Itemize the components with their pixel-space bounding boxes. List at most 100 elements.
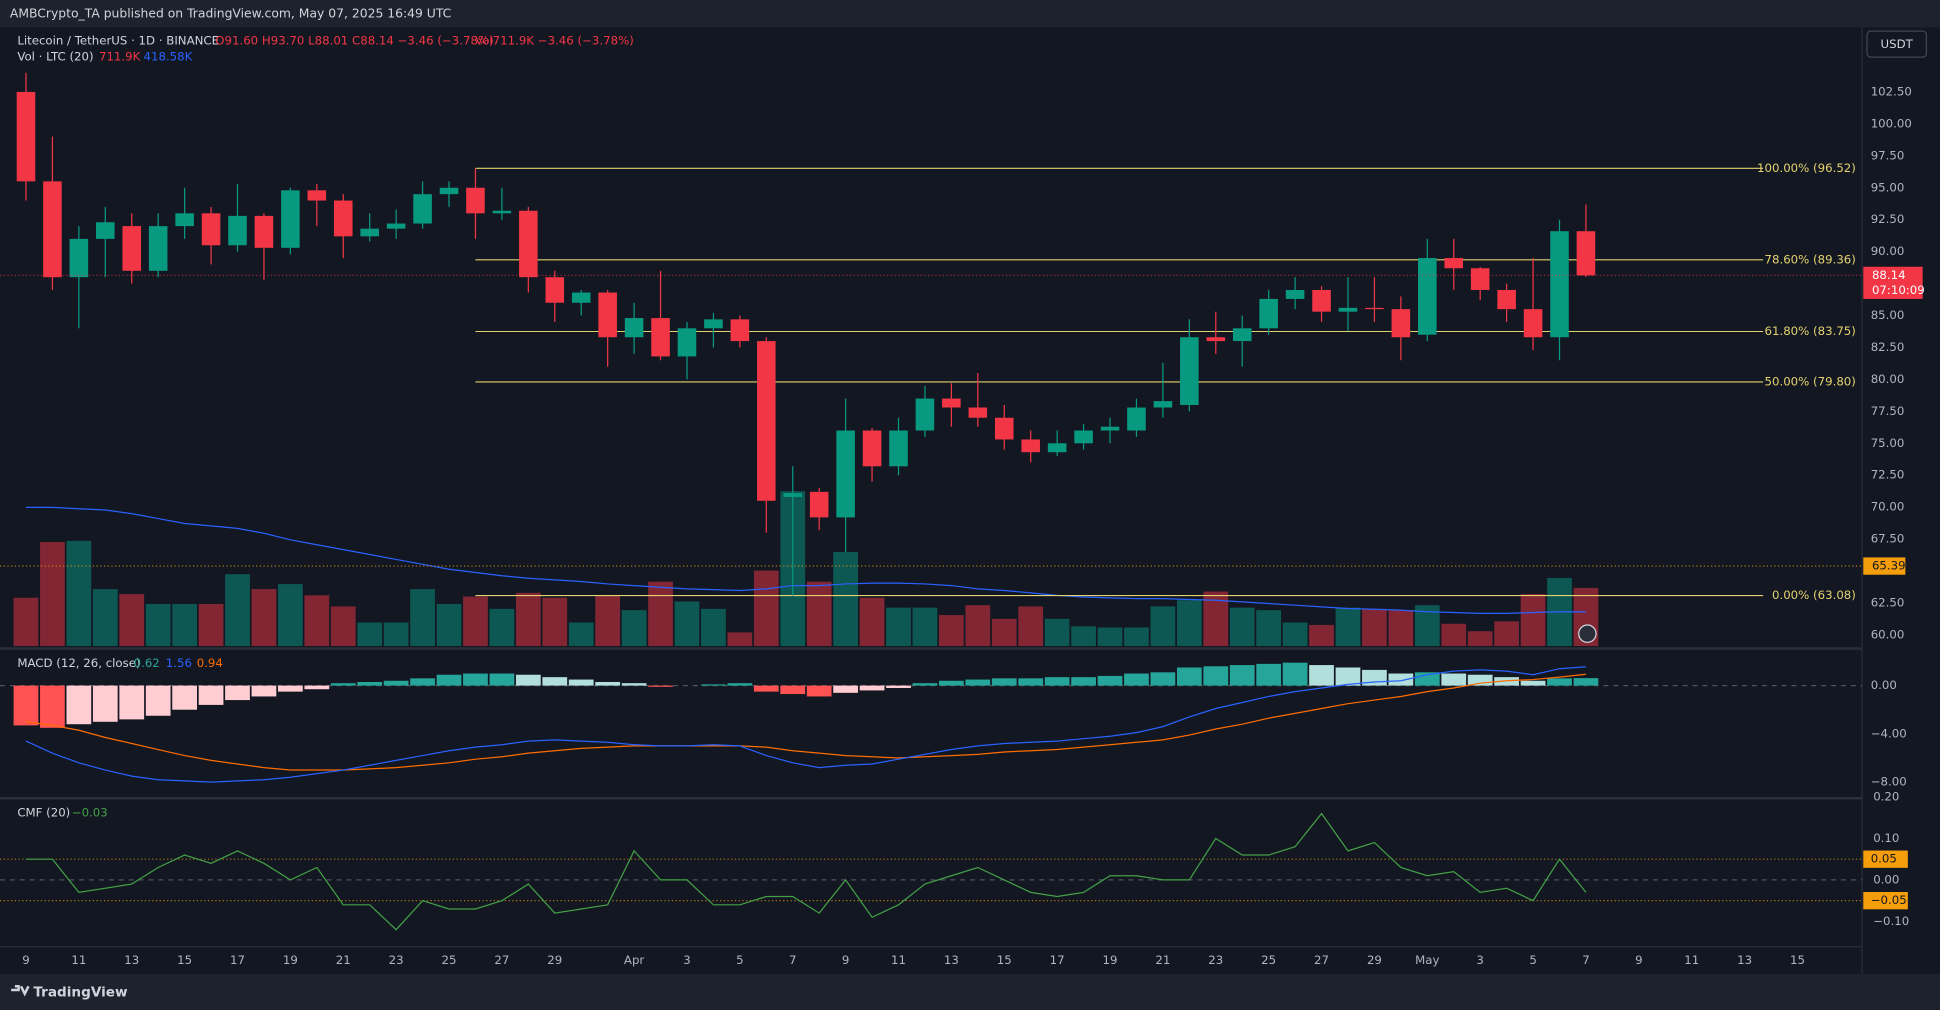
volume-bar (1494, 621, 1519, 647)
volume-bar (1018, 606, 1044, 647)
candle-body (1021, 439, 1040, 453)
volume-bar (965, 605, 991, 647)
volume-bar (436, 603, 462, 647)
x-tick-label: 15 (997, 953, 1012, 967)
volume-bar (145, 603, 171, 647)
x-tick-label: 7 (1582, 953, 1589, 967)
x-tick-label: 11 (891, 953, 906, 967)
volume-bar (912, 607, 938, 647)
macd-hist-bar (859, 685, 885, 691)
macd-tick-label: −4.00 (1871, 726, 1907, 740)
macd-hist-bar (66, 685, 92, 725)
x-tick-label: 11 (71, 953, 86, 967)
currency[interactable]: USDT (1881, 37, 1914, 51)
candle-body (69, 238, 89, 278)
candle-body (704, 319, 723, 329)
countdown: 07:10:09 (1872, 283, 1925, 297)
cmf-level-label: 0.05 (1871, 852, 1897, 866)
fib-label: 100.00% (96.52) (1757, 161, 1856, 175)
volume-bar (1282, 622, 1308, 647)
macd-hist-bar (515, 674, 541, 686)
y-tick-label: 67.50 (1871, 532, 1905, 546)
macd-hist-bar (1097, 675, 1123, 686)
x-tick-label: 9 (1635, 953, 1642, 967)
macd-hist-bar (383, 680, 409, 686)
currency-box[interactable] (1866, 30, 1928, 58)
candle-body (519, 210, 538, 278)
cmf-value: −0.03 (72, 806, 108, 820)
volume-bar (489, 608, 515, 647)
macd-hist-bar (1071, 677, 1096, 686)
volume-bar (251, 589, 277, 647)
candle-body (254, 215, 274, 248)
signal-value: 0.94 (197, 656, 223, 670)
x-tick-label: 5 (1529, 953, 1536, 967)
candle-body (1550, 231, 1569, 338)
candle-body (783, 493, 803, 497)
x-tick-label: 13 (124, 953, 139, 967)
cmf-line (25, 812, 1587, 931)
macd-value: 1.56 (166, 656, 192, 670)
macd-hist-bar (92, 685, 118, 722)
candle-body (677, 328, 697, 357)
x-tick-label: 21 (1155, 953, 1170, 967)
volume-bar (1520, 594, 1546, 647)
candle-body (386, 223, 406, 229)
volume-bar (1150, 606, 1176, 647)
candle-body (1523, 309, 1543, 338)
volume-bar (13, 597, 39, 647)
macd-hist-bar (330, 683, 356, 686)
candle-body (492, 210, 512, 214)
candle-body (836, 430, 855, 518)
volume-bar (1388, 610, 1414, 647)
level-label: 65.39 (1872, 559, 1906, 573)
macd-hist-bar (621, 683, 647, 686)
x-tick-label: 15 (177, 953, 192, 967)
candle-body (571, 292, 591, 303)
macd-hist-bar (225, 685, 250, 701)
volume-bar (198, 603, 224, 647)
candle-body (1365, 307, 1384, 310)
volume-bar (1467, 631, 1493, 647)
publisher: AMBCrypto_TA published on TradingView.co… (10, 6, 451, 20)
candle-body (1047, 443, 1067, 453)
volume-bar (225, 574, 250, 647)
candle-body (757, 341, 776, 501)
cmf-level-tag (1863, 850, 1908, 868)
macd-hist-bar (1573, 678, 1599, 686)
macd-hist-bar (1520, 680, 1546, 686)
ohlc: O91.60 H93.70 L88.01 C88.14 −3.46 (−3.78… (215, 34, 493, 48)
candle-body (862, 430, 882, 467)
volume-bar (1229, 607, 1255, 647)
macd-title: MACD (12, 26, close) (17, 656, 140, 670)
candle-body (439, 187, 459, 195)
macd-hist-bar (410, 678, 435, 686)
volume-bar (383, 622, 409, 647)
y-tick-label: 80.00 (1871, 372, 1905, 386)
volume-bar (66, 540, 92, 647)
y-tick-label: 75.00 (1871, 436, 1905, 450)
candle-body (1153, 401, 1173, 408)
candle-body (809, 491, 829, 518)
macd-tick-label: −8.00 (1871, 775, 1907, 789)
x-tick-label: 9 (22, 953, 29, 967)
x-tick-label: 23 (1208, 953, 1223, 967)
macd-hist-bar (727, 683, 753, 686)
candle-body (1100, 426, 1120, 431)
macd-hist-bar (278, 685, 303, 692)
volume-bar (1309, 624, 1334, 647)
candle-body (360, 228, 379, 237)
y-tick-label: 70.00 (1871, 500, 1905, 514)
y-tick-label: 85.00 (1871, 308, 1905, 322)
macd-hist-value: 0.62 (134, 656, 160, 670)
last-price-label: 88.14 (1872, 268, 1906, 282)
y-tick-label: 77.50 (1871, 404, 1905, 418)
y-tick-label: 90.00 (1871, 244, 1905, 258)
volume-bar (991, 618, 1017, 647)
y-tick-label: 92.50 (1871, 212, 1905, 226)
x-tick-label: 29 (1367, 953, 1382, 967)
volume-bar (886, 607, 911, 647)
macd-hist-bar (436, 674, 462, 686)
macd-hist-bar (1309, 665, 1334, 686)
